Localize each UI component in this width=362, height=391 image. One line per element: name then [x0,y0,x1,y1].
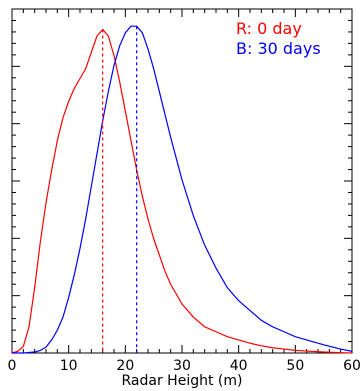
legend-entry-0: R: 0 day [236,19,302,38]
y-axis-ticks [12,8,352,354]
x-tick-label: 60 [343,358,361,374]
series-line-0 [11,28,353,354]
series-lines [11,25,353,354]
series-line-1 [12,25,353,354]
peak-marker-lines [102,26,138,353]
x-tick-label: 10 [60,358,78,374]
legend-entry-1: B: 30 days [236,39,321,58]
x-tick-label: 0 [8,358,17,374]
x-axis-tick-labels: 0 10 20 30 40 50 60 [8,358,361,374]
x-axis-label: Radar Height (m) [122,373,243,389]
x-tick-label: 30 [173,358,191,374]
x-tick-label: 20 [116,358,134,374]
x-tick-label: 40 [230,358,248,374]
x-tick-label: 50 [286,358,304,374]
